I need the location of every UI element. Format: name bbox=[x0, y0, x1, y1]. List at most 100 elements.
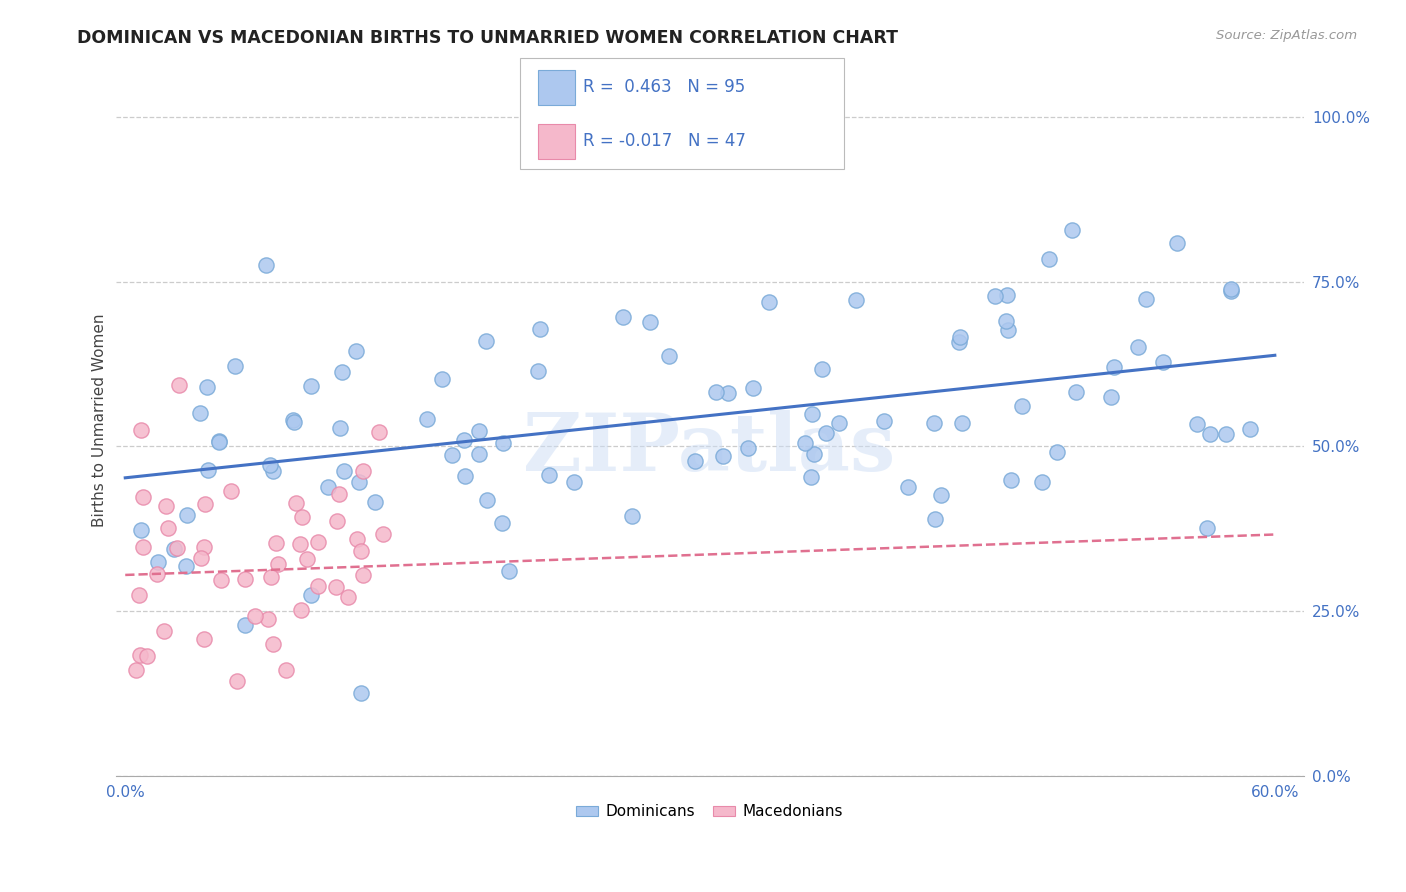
Point bbox=[226, 673, 249, 688]
Point bbox=[612, 310, 634, 325]
Point bbox=[1198, 427, 1220, 442]
Point bbox=[430, 372, 453, 386]
Point bbox=[264, 536, 287, 550]
Text: R = -0.017   N = 47: R = -0.017 N = 47 bbox=[583, 132, 747, 150]
Point bbox=[243, 609, 266, 624]
Point bbox=[1046, 444, 1069, 458]
Point bbox=[844, 293, 866, 307]
Point bbox=[1152, 355, 1174, 369]
Point bbox=[291, 509, 314, 524]
Point bbox=[132, 491, 155, 505]
Point bbox=[371, 526, 394, 541]
Point bbox=[269, 804, 291, 818]
Point bbox=[193, 540, 215, 554]
Point bbox=[491, 516, 513, 530]
Point bbox=[1038, 252, 1060, 266]
Point bbox=[924, 512, 946, 526]
Point bbox=[352, 464, 374, 478]
Point bbox=[737, 441, 759, 455]
Point bbox=[344, 343, 367, 358]
Point bbox=[984, 289, 1007, 303]
Point bbox=[948, 335, 970, 350]
Point bbox=[683, 454, 706, 468]
Point bbox=[1219, 282, 1241, 296]
Point bbox=[828, 416, 851, 430]
Point bbox=[329, 421, 352, 435]
Point bbox=[658, 349, 681, 363]
Point bbox=[208, 434, 231, 449]
Point bbox=[741, 381, 763, 395]
Point bbox=[125, 663, 148, 677]
Point bbox=[195, 380, 218, 394]
Point bbox=[758, 295, 780, 310]
Point bbox=[1031, 475, 1053, 490]
Point bbox=[295, 552, 318, 566]
Point bbox=[1126, 340, 1149, 354]
Point bbox=[176, 508, 198, 523]
Point bbox=[1215, 427, 1237, 442]
Point bbox=[131, 423, 153, 437]
Point bbox=[290, 537, 312, 551]
Point bbox=[477, 493, 499, 508]
Point bbox=[254, 259, 277, 273]
Point bbox=[897, 480, 920, 494]
Point bbox=[283, 415, 305, 429]
Point bbox=[330, 366, 353, 380]
Point bbox=[1099, 390, 1122, 404]
Point bbox=[328, 487, 350, 501]
Point bbox=[132, 540, 155, 554]
Point bbox=[156, 521, 179, 535]
Point bbox=[233, 618, 256, 632]
Point bbox=[207, 435, 229, 450]
Point bbox=[800, 470, 823, 484]
Point bbox=[454, 469, 477, 483]
Point bbox=[995, 287, 1018, 301]
Point bbox=[352, 567, 374, 582]
Point bbox=[527, 364, 550, 378]
Point bbox=[174, 558, 197, 573]
Point bbox=[529, 322, 551, 336]
Point bbox=[1239, 422, 1261, 436]
Point bbox=[346, 533, 368, 547]
Point bbox=[441, 448, 464, 462]
Point bbox=[316, 479, 339, 493]
Text: ZIPatlas: ZIPatlas bbox=[523, 409, 896, 488]
Point bbox=[153, 624, 176, 638]
Point bbox=[1011, 399, 1033, 413]
Y-axis label: Births to Unmarried Women: Births to Unmarried Women bbox=[93, 313, 107, 527]
Point bbox=[547, 149, 569, 163]
Point bbox=[221, 484, 243, 499]
Point bbox=[290, 603, 312, 617]
Point bbox=[167, 378, 190, 392]
Point bbox=[711, 449, 734, 463]
Point bbox=[1185, 417, 1208, 431]
Point bbox=[190, 550, 212, 565]
Point bbox=[364, 495, 387, 509]
Point bbox=[266, 557, 288, 571]
Point bbox=[1000, 473, 1022, 487]
Point bbox=[815, 426, 838, 441]
Point bbox=[537, 467, 560, 482]
Point bbox=[498, 564, 520, 578]
Point bbox=[299, 379, 322, 393]
Point bbox=[922, 416, 945, 430]
Point bbox=[1166, 236, 1188, 251]
Point bbox=[209, 573, 232, 587]
Point bbox=[337, 590, 360, 604]
Point bbox=[281, 413, 304, 427]
Point bbox=[717, 386, 740, 401]
Point bbox=[314, 795, 336, 809]
Point bbox=[349, 475, 371, 489]
Point bbox=[259, 458, 281, 473]
Point bbox=[262, 464, 284, 478]
Point bbox=[929, 488, 952, 502]
Point bbox=[163, 541, 186, 556]
Point bbox=[307, 535, 329, 549]
Point bbox=[562, 475, 585, 489]
Point bbox=[704, 385, 727, 400]
Point bbox=[475, 334, 498, 349]
Point bbox=[307, 579, 329, 593]
Point bbox=[1197, 521, 1219, 535]
Point bbox=[873, 414, 896, 428]
Point bbox=[197, 463, 219, 477]
